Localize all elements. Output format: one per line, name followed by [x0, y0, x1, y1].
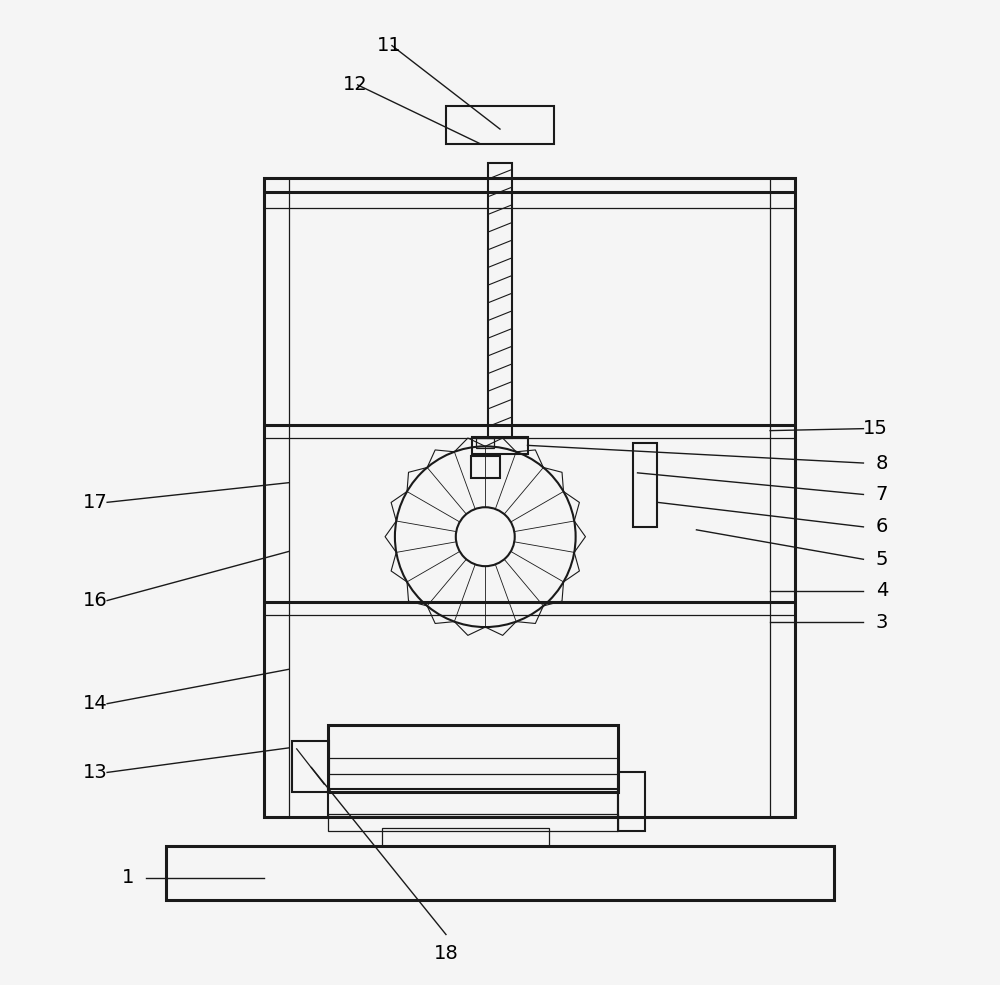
Text: 6: 6	[876, 517, 888, 537]
Bar	[471, 456, 500, 478]
Text: 11: 11	[377, 36, 402, 55]
Bar	[264, 178, 795, 817]
Bar	[328, 789, 618, 817]
Text: 18: 18	[434, 945, 458, 963]
Bar	[446, 106, 554, 144]
Bar	[633, 443, 657, 527]
Text: 15: 15	[863, 420, 888, 438]
Text: 13: 13	[83, 763, 107, 782]
Text: 8: 8	[876, 453, 888, 473]
Bar	[472, 436, 528, 454]
Bar	[292, 741, 329, 792]
Text: 7: 7	[876, 485, 888, 504]
Bar	[382, 828, 549, 846]
Bar	[476, 438, 494, 448]
Bar	[488, 164, 512, 438]
Text: 16: 16	[83, 591, 107, 610]
Text: 3: 3	[876, 613, 888, 631]
Text: 12: 12	[343, 76, 368, 95]
Bar	[328, 725, 618, 792]
Text: 17: 17	[83, 492, 107, 512]
Text: 14: 14	[83, 694, 107, 713]
Bar	[166, 846, 834, 900]
Bar	[328, 814, 618, 831]
Text: 4: 4	[876, 581, 888, 600]
Text: 1: 1	[122, 868, 134, 887]
Text: 5: 5	[875, 550, 888, 568]
Bar	[618, 772, 645, 831]
